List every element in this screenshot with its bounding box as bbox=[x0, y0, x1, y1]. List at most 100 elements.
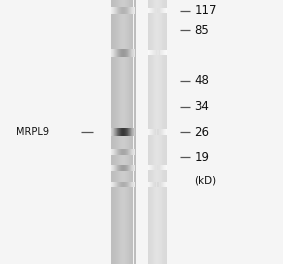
Bar bbox=[124, 128, 125, 136]
Bar bbox=[158, 129, 159, 135]
Bar bbox=[135, 128, 136, 136]
Bar bbox=[123, 128, 124, 136]
Bar bbox=[154, 50, 155, 55]
Bar bbox=[152, 8, 153, 13]
Bar bbox=[127, 149, 128, 155]
Bar bbox=[151, 182, 152, 187]
Bar bbox=[130, 165, 131, 171]
Bar bbox=[130, 7, 131, 14]
Bar bbox=[125, 182, 126, 187]
Bar bbox=[127, 7, 128, 14]
Bar bbox=[166, 0, 167, 264]
Bar bbox=[120, 49, 121, 57]
Bar bbox=[129, 7, 130, 14]
Bar bbox=[117, 49, 118, 57]
Text: 48: 48 bbox=[194, 74, 209, 87]
Bar bbox=[128, 128, 129, 136]
Bar bbox=[111, 165, 112, 171]
Bar bbox=[134, 7, 135, 14]
Text: (kD): (kD) bbox=[194, 176, 216, 186]
Bar bbox=[130, 0, 131, 264]
Bar bbox=[152, 182, 153, 187]
Bar bbox=[123, 182, 124, 187]
Bar bbox=[159, 50, 160, 55]
Bar bbox=[157, 50, 158, 55]
Bar bbox=[127, 165, 128, 171]
Bar bbox=[151, 8, 152, 13]
Bar bbox=[148, 129, 149, 135]
Bar bbox=[164, 129, 165, 135]
Bar bbox=[126, 7, 127, 14]
Bar bbox=[123, 49, 124, 57]
Bar bbox=[128, 165, 129, 171]
Bar bbox=[120, 182, 121, 187]
Bar bbox=[155, 182, 156, 187]
Bar bbox=[121, 7, 122, 14]
Bar bbox=[115, 165, 116, 171]
Bar bbox=[126, 165, 127, 171]
Bar bbox=[163, 129, 164, 135]
Bar bbox=[114, 182, 115, 187]
Bar bbox=[156, 0, 157, 264]
Bar bbox=[135, 165, 136, 171]
Bar bbox=[118, 182, 119, 187]
Bar bbox=[125, 149, 126, 155]
Bar bbox=[148, 165, 149, 170]
Bar bbox=[151, 50, 152, 55]
Bar bbox=[159, 165, 160, 170]
Bar bbox=[134, 182, 135, 187]
Bar bbox=[152, 165, 153, 170]
Bar bbox=[152, 0, 153, 264]
Bar bbox=[152, 129, 153, 135]
Bar bbox=[150, 129, 151, 135]
Bar bbox=[131, 165, 132, 171]
Bar bbox=[112, 165, 113, 171]
Bar bbox=[160, 50, 161, 55]
Bar bbox=[133, 149, 134, 155]
Bar bbox=[155, 8, 156, 13]
Bar bbox=[116, 165, 117, 171]
Bar bbox=[121, 128, 122, 136]
Bar bbox=[115, 149, 116, 155]
Bar bbox=[113, 149, 114, 155]
Bar bbox=[148, 0, 149, 264]
Bar bbox=[131, 49, 132, 57]
Bar bbox=[160, 165, 161, 170]
Bar bbox=[130, 128, 131, 136]
Bar bbox=[161, 182, 162, 187]
Bar bbox=[148, 50, 149, 55]
Bar bbox=[151, 0, 152, 264]
Text: 85: 85 bbox=[194, 24, 209, 37]
Bar bbox=[113, 182, 114, 187]
Bar bbox=[148, 8, 149, 13]
Bar bbox=[162, 129, 163, 135]
Bar bbox=[159, 182, 160, 187]
Bar bbox=[131, 182, 132, 187]
Bar bbox=[125, 7, 126, 14]
Bar bbox=[159, 0, 160, 264]
Bar bbox=[160, 182, 161, 187]
Bar bbox=[111, 49, 112, 57]
Bar bbox=[133, 0, 134, 264]
Bar bbox=[163, 182, 164, 187]
Bar bbox=[152, 50, 153, 55]
Bar bbox=[122, 49, 123, 57]
Bar bbox=[132, 165, 133, 171]
Bar bbox=[120, 165, 121, 171]
Bar bbox=[149, 50, 150, 55]
Text: MRPL9: MRPL9 bbox=[16, 127, 49, 137]
Bar bbox=[116, 0, 117, 264]
Bar bbox=[122, 7, 123, 14]
Bar bbox=[128, 49, 129, 57]
Bar bbox=[118, 7, 119, 14]
Bar bbox=[156, 8, 157, 13]
Bar bbox=[112, 128, 113, 136]
Bar bbox=[129, 149, 130, 155]
Bar bbox=[124, 165, 125, 171]
Bar bbox=[156, 182, 157, 187]
Text: 34: 34 bbox=[194, 100, 209, 114]
Text: 117: 117 bbox=[194, 4, 217, 17]
Bar bbox=[119, 182, 120, 187]
Bar bbox=[155, 50, 156, 55]
Bar bbox=[121, 49, 122, 57]
